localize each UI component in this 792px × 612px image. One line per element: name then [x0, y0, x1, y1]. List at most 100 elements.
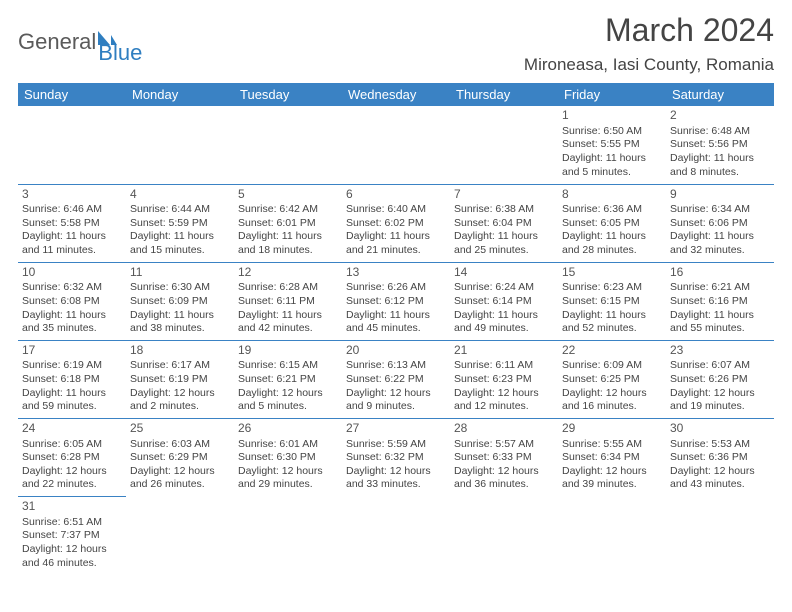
day-number: 9	[670, 187, 770, 203]
day-info-line: Sunrise: 6:11 AM	[454, 359, 554, 373]
calendar-day: 8Sunrise: 6:36 AMSunset: 6:05 PMDaylight…	[558, 184, 666, 262]
calendar-body: 1Sunrise: 6:50 AMSunset: 5:55 PMDaylight…	[18, 106, 774, 574]
calendar-day: 19Sunrise: 6:15 AMSunset: 6:21 PMDayligh…	[234, 340, 342, 418]
calendar-day: 29Sunrise: 5:55 AMSunset: 6:34 PMDayligh…	[558, 418, 666, 496]
day-info-line: Sunset: 6:15 PM	[562, 295, 662, 309]
calendar-empty	[450, 106, 558, 184]
calendar-day: 20Sunrise: 6:13 AMSunset: 6:22 PMDayligh…	[342, 340, 450, 418]
calendar-table: SundayMondayTuesdayWednesdayThursdayFrid…	[18, 83, 774, 574]
day-info-line: Daylight: 12 hours	[346, 387, 446, 401]
day-number: 3	[22, 187, 122, 203]
calendar-day: 15Sunrise: 6:23 AMSunset: 6:15 PMDayligh…	[558, 262, 666, 340]
day-number: 11	[130, 265, 230, 281]
day-info-line: Sunrise: 6:05 AM	[22, 438, 122, 452]
day-number: 5	[238, 187, 338, 203]
day-header: Tuesday	[234, 83, 342, 106]
calendar-week: 3Sunrise: 6:46 AMSunset: 5:58 PMDaylight…	[18, 184, 774, 262]
day-info-line: Sunrise: 5:53 AM	[670, 438, 770, 452]
day-number: 23	[670, 343, 770, 359]
day-info-line: Sunset: 6:28 PM	[22, 451, 122, 465]
day-info-line: Sunset: 5:55 PM	[562, 138, 662, 152]
calendar-week: 17Sunrise: 6:19 AMSunset: 6:18 PMDayligh…	[18, 340, 774, 418]
day-number: 19	[238, 343, 338, 359]
day-info-line: Sunset: 6:25 PM	[562, 373, 662, 387]
day-info-line: Sunrise: 6:19 AM	[22, 359, 122, 373]
day-info-line: Sunrise: 6:36 AM	[562, 203, 662, 217]
day-info-line: Daylight: 11 hours	[562, 230, 662, 244]
day-info-line: Sunrise: 6:23 AM	[562, 281, 662, 295]
day-info-line: and 18 minutes.	[238, 244, 338, 258]
day-info-line: and 5 minutes.	[238, 400, 338, 414]
day-info-line: Daylight: 12 hours	[238, 465, 338, 479]
day-info-line: Sunrise: 5:55 AM	[562, 438, 662, 452]
day-header: Wednesday	[342, 83, 450, 106]
day-info-line: Sunrise: 6:46 AM	[22, 203, 122, 217]
day-header: Sunday	[18, 83, 126, 106]
calendar-day: 16Sunrise: 6:21 AMSunset: 6:16 PMDayligh…	[666, 262, 774, 340]
day-info-line: and 2 minutes.	[130, 400, 230, 414]
day-number: 20	[346, 343, 446, 359]
day-number: 1	[562, 108, 662, 124]
calendar-day: 7Sunrise: 6:38 AMSunset: 6:04 PMDaylight…	[450, 184, 558, 262]
day-info-line: and 36 minutes.	[454, 478, 554, 492]
day-info-line: Sunset: 6:09 PM	[130, 295, 230, 309]
day-info-line: Sunrise: 6:40 AM	[346, 203, 446, 217]
day-info-line: Sunset: 6:14 PM	[454, 295, 554, 309]
day-info-line: Sunset: 6:21 PM	[238, 373, 338, 387]
day-number: 15	[562, 265, 662, 281]
day-number: 7	[454, 187, 554, 203]
calendar-day: 21Sunrise: 6:11 AMSunset: 6:23 PMDayligh…	[450, 340, 558, 418]
calendar-day: 5Sunrise: 6:42 AMSunset: 6:01 PMDaylight…	[234, 184, 342, 262]
day-info-line: Sunrise: 6:32 AM	[22, 281, 122, 295]
calendar-day: 10Sunrise: 6:32 AMSunset: 6:08 PMDayligh…	[18, 262, 126, 340]
day-info-line: Daylight: 11 hours	[130, 309, 230, 323]
day-info-line: Daylight: 12 hours	[454, 387, 554, 401]
calendar-empty	[234, 106, 342, 184]
day-info-line: and 5 minutes.	[562, 166, 662, 180]
day-number: 26	[238, 421, 338, 437]
day-number: 16	[670, 265, 770, 281]
calendar-empty	[450, 497, 558, 575]
day-number: 8	[562, 187, 662, 203]
day-info-line: Daylight: 11 hours	[346, 230, 446, 244]
day-number: 14	[454, 265, 554, 281]
day-info-line: and 49 minutes.	[454, 322, 554, 336]
day-info-line: Sunset: 6:02 PM	[346, 217, 446, 231]
day-info-line: Sunset: 6:30 PM	[238, 451, 338, 465]
day-info-line: Daylight: 12 hours	[238, 387, 338, 401]
calendar-day: 23Sunrise: 6:07 AMSunset: 6:26 PMDayligh…	[666, 340, 774, 418]
day-info-line: Sunset: 6:36 PM	[670, 451, 770, 465]
day-info-line: and 25 minutes.	[454, 244, 554, 258]
day-info-line: Daylight: 11 hours	[130, 230, 230, 244]
day-info-line: and 59 minutes.	[22, 400, 122, 414]
day-info-line: Sunset: 5:59 PM	[130, 217, 230, 231]
day-info-line: and 15 minutes.	[130, 244, 230, 258]
day-info-line: and 35 minutes.	[22, 322, 122, 336]
day-info-line: Sunrise: 6:38 AM	[454, 203, 554, 217]
day-info-line: Sunrise: 6:30 AM	[130, 281, 230, 295]
calendar-day: 9Sunrise: 6:34 AMSunset: 6:06 PMDaylight…	[666, 184, 774, 262]
day-info-line: and 43 minutes.	[670, 478, 770, 492]
day-info-line: Sunset: 5:58 PM	[22, 217, 122, 231]
day-info-line: Daylight: 11 hours	[346, 309, 446, 323]
calendar-day: 14Sunrise: 6:24 AMSunset: 6:14 PMDayligh…	[450, 262, 558, 340]
day-info-line: Sunrise: 6:42 AM	[238, 203, 338, 217]
calendar-week: 10Sunrise: 6:32 AMSunset: 6:08 PMDayligh…	[18, 262, 774, 340]
day-number: 21	[454, 343, 554, 359]
day-info-line: and 26 minutes.	[130, 478, 230, 492]
day-info-line: Daylight: 12 hours	[562, 465, 662, 479]
day-info-line: Sunset: 6:23 PM	[454, 373, 554, 387]
calendar-day: 6Sunrise: 6:40 AMSunset: 6:02 PMDaylight…	[342, 184, 450, 262]
calendar-empty	[342, 497, 450, 575]
day-info-line: and 22 minutes.	[22, 478, 122, 492]
day-info-line: Sunset: 6:34 PM	[562, 451, 662, 465]
day-info-line: Daylight: 11 hours	[22, 230, 122, 244]
day-header: Monday	[126, 83, 234, 106]
day-number: 6	[346, 187, 446, 203]
day-info-line: Sunset: 6:18 PM	[22, 373, 122, 387]
day-info-line: and 32 minutes.	[670, 244, 770, 258]
day-info-line: and 33 minutes.	[346, 478, 446, 492]
calendar-empty	[126, 106, 234, 184]
day-info-line: Sunset: 6:29 PM	[130, 451, 230, 465]
calendar-day: 13Sunrise: 6:26 AMSunset: 6:12 PMDayligh…	[342, 262, 450, 340]
